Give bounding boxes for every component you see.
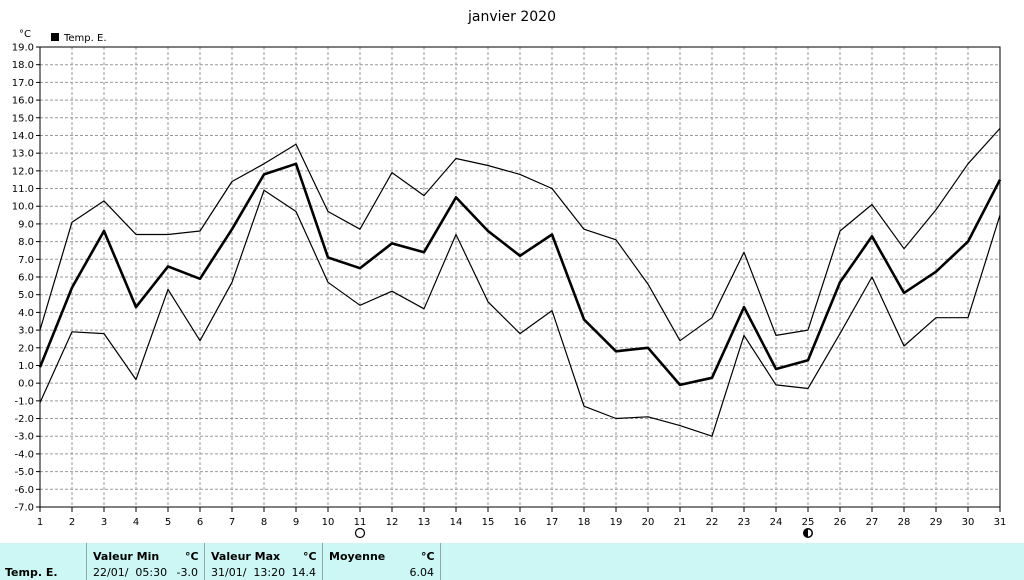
min-unit: °C	[185, 550, 199, 563]
y-tick-label: 14.0	[12, 131, 34, 142]
footer-row-label: Temp. E.	[5, 566, 58, 579]
series-lines	[38, 127, 1002, 437]
x-tick-label: 19	[610, 517, 623, 528]
y-tick-label: -7.0	[14, 503, 34, 514]
y-tick-label: 18.0	[12, 60, 34, 71]
y-tick-label: 5.0	[18, 290, 34, 301]
min-date: 22/01/ 05:30	[93, 566, 168, 579]
x-tick-label: 11	[354, 517, 367, 528]
max-header: Valeur Max	[211, 550, 281, 563]
y-tick-label: -6.0	[14, 485, 34, 496]
y-tick-label: 9.0	[18, 219, 34, 230]
chart-title: janvier 2020	[467, 9, 556, 25]
x-tick-label: 3	[101, 517, 107, 528]
x-tick-label: 1	[37, 517, 43, 528]
y-axis-ticks: 19.0 18.0 17.0 16.0 15.0 14.0 13.0 12.0 11.0 10.0…	[12, 43, 40, 514]
y-tick-label: -4.0	[14, 449, 34, 460]
max-date: 31/01/ 13:20	[211, 566, 286, 579]
x-tick-label: 9	[293, 517, 299, 528]
series-line-max	[39, 127, 1001, 342]
x-tick-label: 8	[261, 517, 267, 528]
y-tick-label: 4.0	[18, 308, 34, 319]
series-line-mean	[38, 162, 1002, 387]
x-tick-label: 27	[866, 517, 879, 528]
x-tick-label: 26	[834, 517, 847, 528]
x-tick-label: 25	[802, 517, 815, 528]
moon-phases	[354, 527, 813, 539]
y-tick-label: 0.0	[18, 379, 34, 390]
series-line-min	[39, 189, 1001, 437]
new-moon-icon	[803, 528, 813, 538]
chart: janvier 2020 °C Temp. E. 19.018.017.016.…	[12, 9, 1007, 539]
x-axis-ticks: 1 2 3 4 5 6 7 8 9 10 11 12 13 14 15 16 17 18 19 20 21 22 23 24 2…	[37, 507, 1007, 528]
y-tick-label: 13.0	[12, 149, 34, 160]
y-tick-label: 16.0	[12, 96, 34, 107]
min-value: -3.0	[176, 566, 198, 579]
y-tick-label: 10.0	[12, 202, 34, 213]
x-tick-label: 12	[386, 517, 399, 528]
y-tick-label: 6.0	[18, 273, 34, 284]
y-tick-label: -5.0	[14, 467, 34, 478]
y-tick-label: 7.0	[18, 255, 34, 266]
min-header: Valeur Min	[93, 550, 160, 563]
max-value: 14.4	[291, 566, 317, 579]
x-tick-label: 14	[450, 517, 463, 528]
x-tick-label: 2	[69, 517, 75, 528]
x-tick-label: 24	[770, 517, 783, 528]
footer-min-cell: Valeur Min °C 22/01/ 05:30 -3.0	[87, 543, 205, 580]
stats-footer: Temp. E. Valeur Min °C 22/01/ 05:30 -3.0…	[0, 543, 1024, 580]
y-tick-label: 8.0	[18, 237, 34, 248]
y-tick-label: -3.0	[14, 432, 34, 443]
x-tick-label: 6	[197, 517, 203, 528]
y-tick-label: 11.0	[12, 184, 34, 195]
y-tick-label: 15.0	[12, 113, 34, 124]
y-tick-label: -1.0	[14, 396, 34, 407]
y-tick-label: -2.0	[14, 414, 34, 425]
x-tick-label: 23	[738, 517, 751, 528]
x-tick-label: 16	[514, 517, 527, 528]
full-moon-icon	[354, 527, 366, 539]
mean-value: 6.04	[409, 566, 435, 579]
x-tick-label: 31	[994, 517, 1007, 528]
new-moon-highlight	[808, 529, 812, 537]
x-tick-label: 15	[482, 517, 495, 528]
legend-label: Temp. E.	[63, 33, 107, 44]
mean-header: Moyenne	[329, 550, 386, 563]
x-tick-label: 22	[706, 517, 719, 528]
y-tick-label: 17.0	[12, 78, 34, 89]
x-tick-label: 28	[898, 517, 911, 528]
x-tick-label: 10	[322, 517, 335, 528]
plot-frame	[39, 46, 1001, 508]
y-tick-label: 1.0	[18, 361, 34, 372]
y-tick-label: 19.0	[12, 43, 34, 54]
x-tick-label: 18	[578, 517, 591, 528]
y-unit-label: °C	[19, 29, 31, 40]
y-tick-label: 3.0	[18, 326, 34, 337]
grid	[40, 47, 1000, 507]
x-tick-label: 21	[674, 517, 687, 528]
x-tick-label: 17	[546, 517, 559, 528]
x-tick-label: 5	[165, 517, 171, 528]
max-unit: °C	[303, 550, 317, 563]
y-tick-label: 2.0	[18, 343, 34, 354]
x-tick-label: 29	[930, 517, 943, 528]
mean-unit: °C	[421, 550, 435, 563]
x-tick-label: 20	[642, 517, 655, 528]
legend-swatch	[51, 33, 59, 41]
x-tick-label: 30	[962, 517, 975, 528]
y-tick-label: 12.0	[12, 166, 34, 177]
footer-label-cell: Temp. E.	[0, 543, 87, 580]
x-tick-label: 7	[229, 517, 235, 528]
x-tick-label: 13	[418, 517, 431, 528]
footer-mean-cell: Moyenne °C 6.04	[323, 543, 441, 580]
footer-max-cell: Valeur Max °C 31/01/ 13:20 14.4	[205, 543, 323, 580]
x-tick-label: 4	[133, 517, 139, 528]
